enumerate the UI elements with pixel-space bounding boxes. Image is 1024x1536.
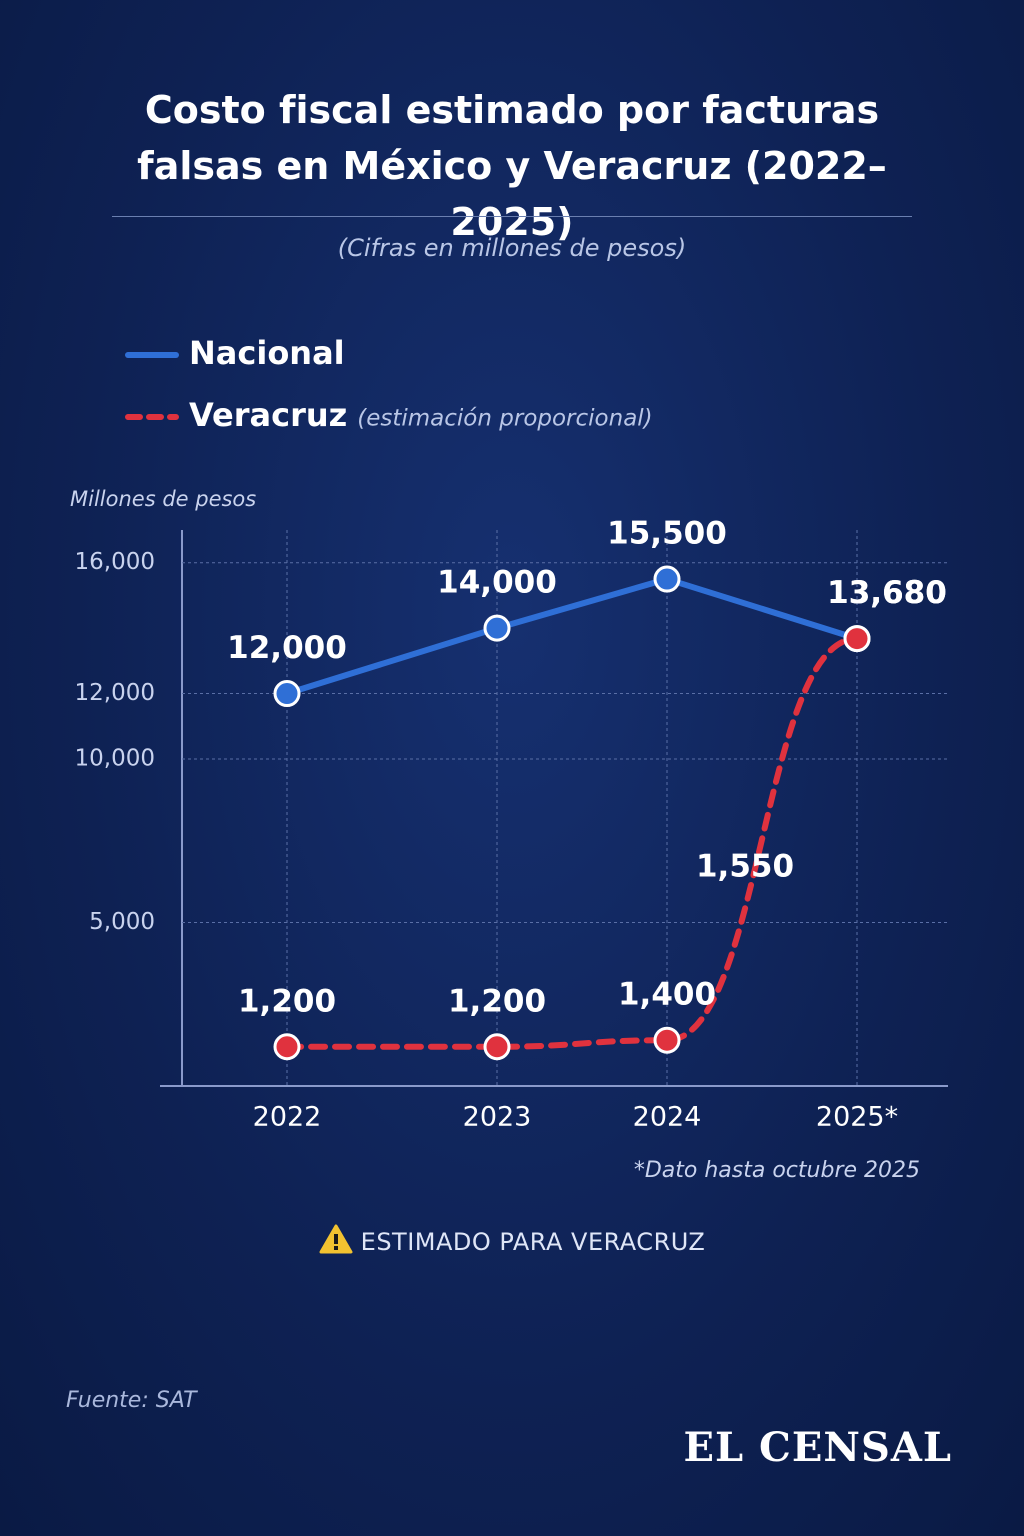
warning-text: ESTIMADO PARA VERACRUZ	[360, 1228, 706, 1256]
data-point	[273, 1033, 301, 1061]
data-point	[653, 565, 681, 593]
series-line	[284, 576, 860, 697]
annotation: 1,550	[696, 849, 794, 885]
data-point	[483, 614, 511, 642]
data-label: 1,200	[448, 983, 546, 1019]
data-label: 14,000	[437, 565, 557, 601]
y-tick-label: 12,000	[75, 680, 155, 706]
warning: ESTIMADO PARA VERACRUZ	[0, 1224, 1024, 1256]
y-tick-label: 5,000	[89, 909, 155, 935]
data-label: 1,200	[238, 983, 336, 1019]
x-tick-label: 2022	[253, 1102, 322, 1133]
legend-label: Nacional	[189, 334, 345, 372]
data-label: 12,000	[227, 630, 347, 666]
source: Fuente: SAT	[66, 1388, 197, 1413]
warning-icon	[319, 1224, 353, 1254]
data-label: 13,680	[827, 575, 947, 611]
brand: EL CENSAL	[683, 1424, 952, 1471]
x-tick-label: 2023	[463, 1102, 532, 1133]
y-tick-label: 10,000	[75, 745, 155, 771]
data-point	[843, 625, 871, 653]
divider	[112, 216, 912, 217]
chart-subtitle: (Cifras en millones de pesos)	[337, 234, 687, 262]
data-point	[653, 1026, 681, 1054]
data-point	[273, 680, 301, 708]
data-label: 1,400	[618, 977, 716, 1013]
legend-note: (estimación proporcional)	[357, 406, 652, 432]
x-tick-label: 2025*	[816, 1102, 898, 1133]
chart-title: Costo fiscal estimado por facturas falsa…	[137, 88, 887, 244]
legend-label: Veracruz	[189, 396, 347, 434]
y-tick-label: 16,000	[75, 549, 155, 575]
y-axis-label: Millones de pesos	[70, 487, 256, 511]
footnote: *Dato hasta octubre 2025	[633, 1158, 920, 1183]
data-label: 15,500	[607, 516, 727, 552]
series-line	[284, 635, 860, 1050]
data-label: 13,680	[827, 575, 947, 611]
data-point	[483, 1033, 511, 1061]
x-tick-label: 2024	[633, 1102, 702, 1133]
